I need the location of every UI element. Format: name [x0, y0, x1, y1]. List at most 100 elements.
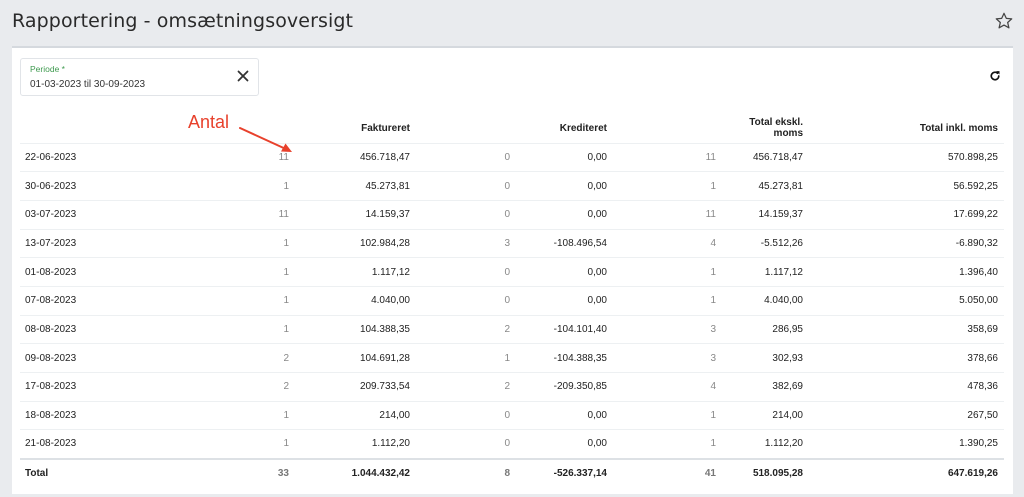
row-date: 08-08-2023 — [20, 314, 120, 344]
total-t-ex: 518.095,28 — [722, 457, 809, 488]
row-f-count: 1 — [120, 400, 295, 430]
star-icon[interactable] — [994, 11, 1014, 31]
row-t-count: 3 — [613, 314, 722, 344]
period-value[interactable]: 01-03-2023 til 30-09-2023 — [30, 79, 146, 90]
row-t-ex: 302,93 — [722, 343, 809, 373]
row-f-amount: 104.388,35 — [295, 314, 416, 344]
row-t-ex: 456.718,47 — [722, 142, 809, 172]
row-f-count: 1 — [120, 171, 295, 201]
total-t-inc: 647.619,26 — [809, 457, 1004, 488]
table-row[interactable]: 09-08-2023 2 104.691,28 1 -104.388,35 3 302,93… — [20, 343, 1004, 373]
row-k-count: 0 — [416, 171, 516, 201]
row-f-count: 2 — [120, 343, 295, 373]
row-k-amount: 0,00 — [516, 285, 613, 316]
row-f-amount: 104.691,28 — [295, 343, 416, 373]
table-row[interactable]: 03-07-2023 11 14.159,37 0 0,00 11 14.159,37 17.… — [20, 199, 1004, 230]
refresh-icon[interactable] — [989, 70, 1001, 82]
table-row[interactable]: 08-08-2023 1 104.388,35 2 -104.101,40 3 286,95… — [20, 314, 1004, 344]
row-k-amount: -108.496,54 — [516, 228, 613, 258]
row-k-count: 0 — [416, 142, 516, 172]
row-t-inc: 478,36 — [809, 372, 1004, 402]
row-f-amount: 102.984,28 — [295, 228, 416, 258]
row-k-amount: 0,00 — [516, 257, 613, 287]
column-header-faktureret[interactable]: Faktureret — [361, 122, 410, 134]
row-f-amount: 45.273,81 — [295, 171, 416, 201]
row-t-inc: 56.592,25 — [809, 171, 1004, 201]
period-label: Periode * — [30, 64, 65, 74]
table-row[interactable]: 30-06-2023 1 45.273,81 0 0,00 1 45.273,81 56.59… — [20, 171, 1004, 201]
row-t-ex: 286,95 — [722, 314, 809, 344]
row-k-amount: -209.350,85 — [516, 372, 613, 402]
table-row[interactable]: 07-08-2023 1 4.040,00 0 0,00 1 4.040,00 5.050,0… — [20, 285, 1004, 316]
row-t-count: 4 — [613, 372, 722, 402]
row-k-count: 0 — [416, 257, 516, 287]
row-t-inc: 267,50 — [809, 400, 1004, 430]
row-f-count: 1 — [120, 429, 295, 459]
page-header: Rapportering - omsætningsoversigt — [0, 0, 1024, 46]
row-k-amount: 0,00 — [516, 429, 613, 459]
page-title: Rapportering - omsætningsoversigt — [12, 10, 354, 32]
table-row[interactable]: 01-08-2023 1 1.117,12 0 0,00 1 1.117,12 1.396,4… — [20, 257, 1004, 287]
row-f-amount: 1.117,12 — [295, 257, 416, 287]
row-t-inc: 378,66 — [809, 343, 1004, 373]
total-label: Total — [20, 457, 120, 488]
row-date: 07-08-2023 — [20, 285, 120, 316]
row-t-count: 11 — [613, 199, 722, 230]
row-k-count: 2 — [416, 372, 516, 402]
row-f-count: 1 — [120, 285, 295, 316]
row-date: 09-08-2023 — [20, 343, 120, 373]
row-k-amount: 0,00 — [516, 171, 613, 201]
row-t-count: 1 — [613, 171, 722, 201]
row-t-count: 4 — [613, 228, 722, 258]
row-k-amount: 0,00 — [516, 199, 613, 230]
row-f-amount: 456.718,47 — [295, 142, 416, 172]
row-k-count: 0 — [416, 429, 516, 459]
table-row[interactable]: 21-08-2023 1 1.112,20 0 0,00 1 1.112,20 1.390,2… — [20, 429, 1004, 459]
row-t-ex: 4.040,00 — [722, 285, 809, 316]
row-f-amount: 14.159,37 — [295, 199, 416, 230]
annotation-label: Antal — [188, 112, 230, 132]
total-k-amount: -526.337,14 — [516, 457, 613, 488]
revenue-table: Faktureret Krediteret Total ekskl. moms … — [20, 114, 1004, 488]
row-t-ex: 14.159,37 — [722, 199, 809, 230]
row-t-count: 3 — [613, 343, 722, 373]
close-icon[interactable] — [236, 69, 250, 83]
column-header-total-inc[interactable]: Total inkl. moms — [919, 122, 998, 134]
row-date: 30-06-2023 — [20, 171, 120, 201]
row-date: 22-06-2023 — [20, 142, 120, 172]
row-k-count: 0 — [416, 285, 516, 316]
row-t-inc: 1.396,40 — [809, 257, 1004, 287]
period-filter[interactable]: Periode * 01-03-2023 til 30-09-2023 — [20, 58, 259, 96]
row-t-count: 11 — [613, 142, 722, 172]
row-t-inc: 570.898,25 — [809, 142, 1004, 172]
row-date: 21-08-2023 — [20, 429, 120, 459]
row-t-inc: 1.390,25 — [809, 429, 1004, 459]
row-f-count: 1 — [120, 257, 295, 287]
row-date: 18-08-2023 — [20, 400, 120, 430]
row-date: 03-07-2023 — [20, 199, 120, 230]
row-date: 01-08-2023 — [20, 257, 120, 287]
row-t-inc: 358,69 — [809, 314, 1004, 344]
row-t-ex: 1.112,20 — [722, 429, 809, 459]
row-k-count: 2 — [416, 314, 516, 344]
row-k-count: 3 — [416, 228, 516, 258]
row-k-count: 0 — [416, 199, 516, 230]
row-f-count: 2 — [120, 372, 295, 402]
row-f-amount: 4.040,00 — [295, 285, 416, 316]
table-row[interactable]: 13-07-2023 1 102.984,28 3 -108.496,54 4 -5.512… — [20, 228, 1004, 258]
table-row[interactable]: 22-06-2023 11 456.718,47 0 0,00 11 456.718,47 5… — [20, 142, 1004, 172]
row-t-ex: 45.273,81 — [722, 171, 809, 201]
row-k-count: 1 — [416, 343, 516, 373]
table-row[interactable]: 18-08-2023 1 214,00 0 0,00 1 214,00 267,50 — [20, 400, 1004, 430]
row-f-amount: 209.733,54 — [295, 372, 416, 402]
row-k-amount: -104.101,40 — [516, 314, 613, 344]
total-k-count: 8 — [416, 457, 516, 488]
column-header-total-ex[interactable]: Total ekskl. moms — [749, 117, 803, 140]
row-f-count: 1 — [120, 228, 295, 258]
row-f-count: 11 — [120, 199, 295, 230]
total-f-count: 33 — [120, 457, 295, 488]
row-f-count: 1 — [120, 314, 295, 344]
column-header-krediteret[interactable]: Krediteret — [559, 122, 607, 134]
row-t-count: 1 — [613, 285, 722, 316]
table-row[interactable]: 17-08-2023 2 209.733,54 2 -209.350,85 4 382,69… — [20, 372, 1004, 402]
